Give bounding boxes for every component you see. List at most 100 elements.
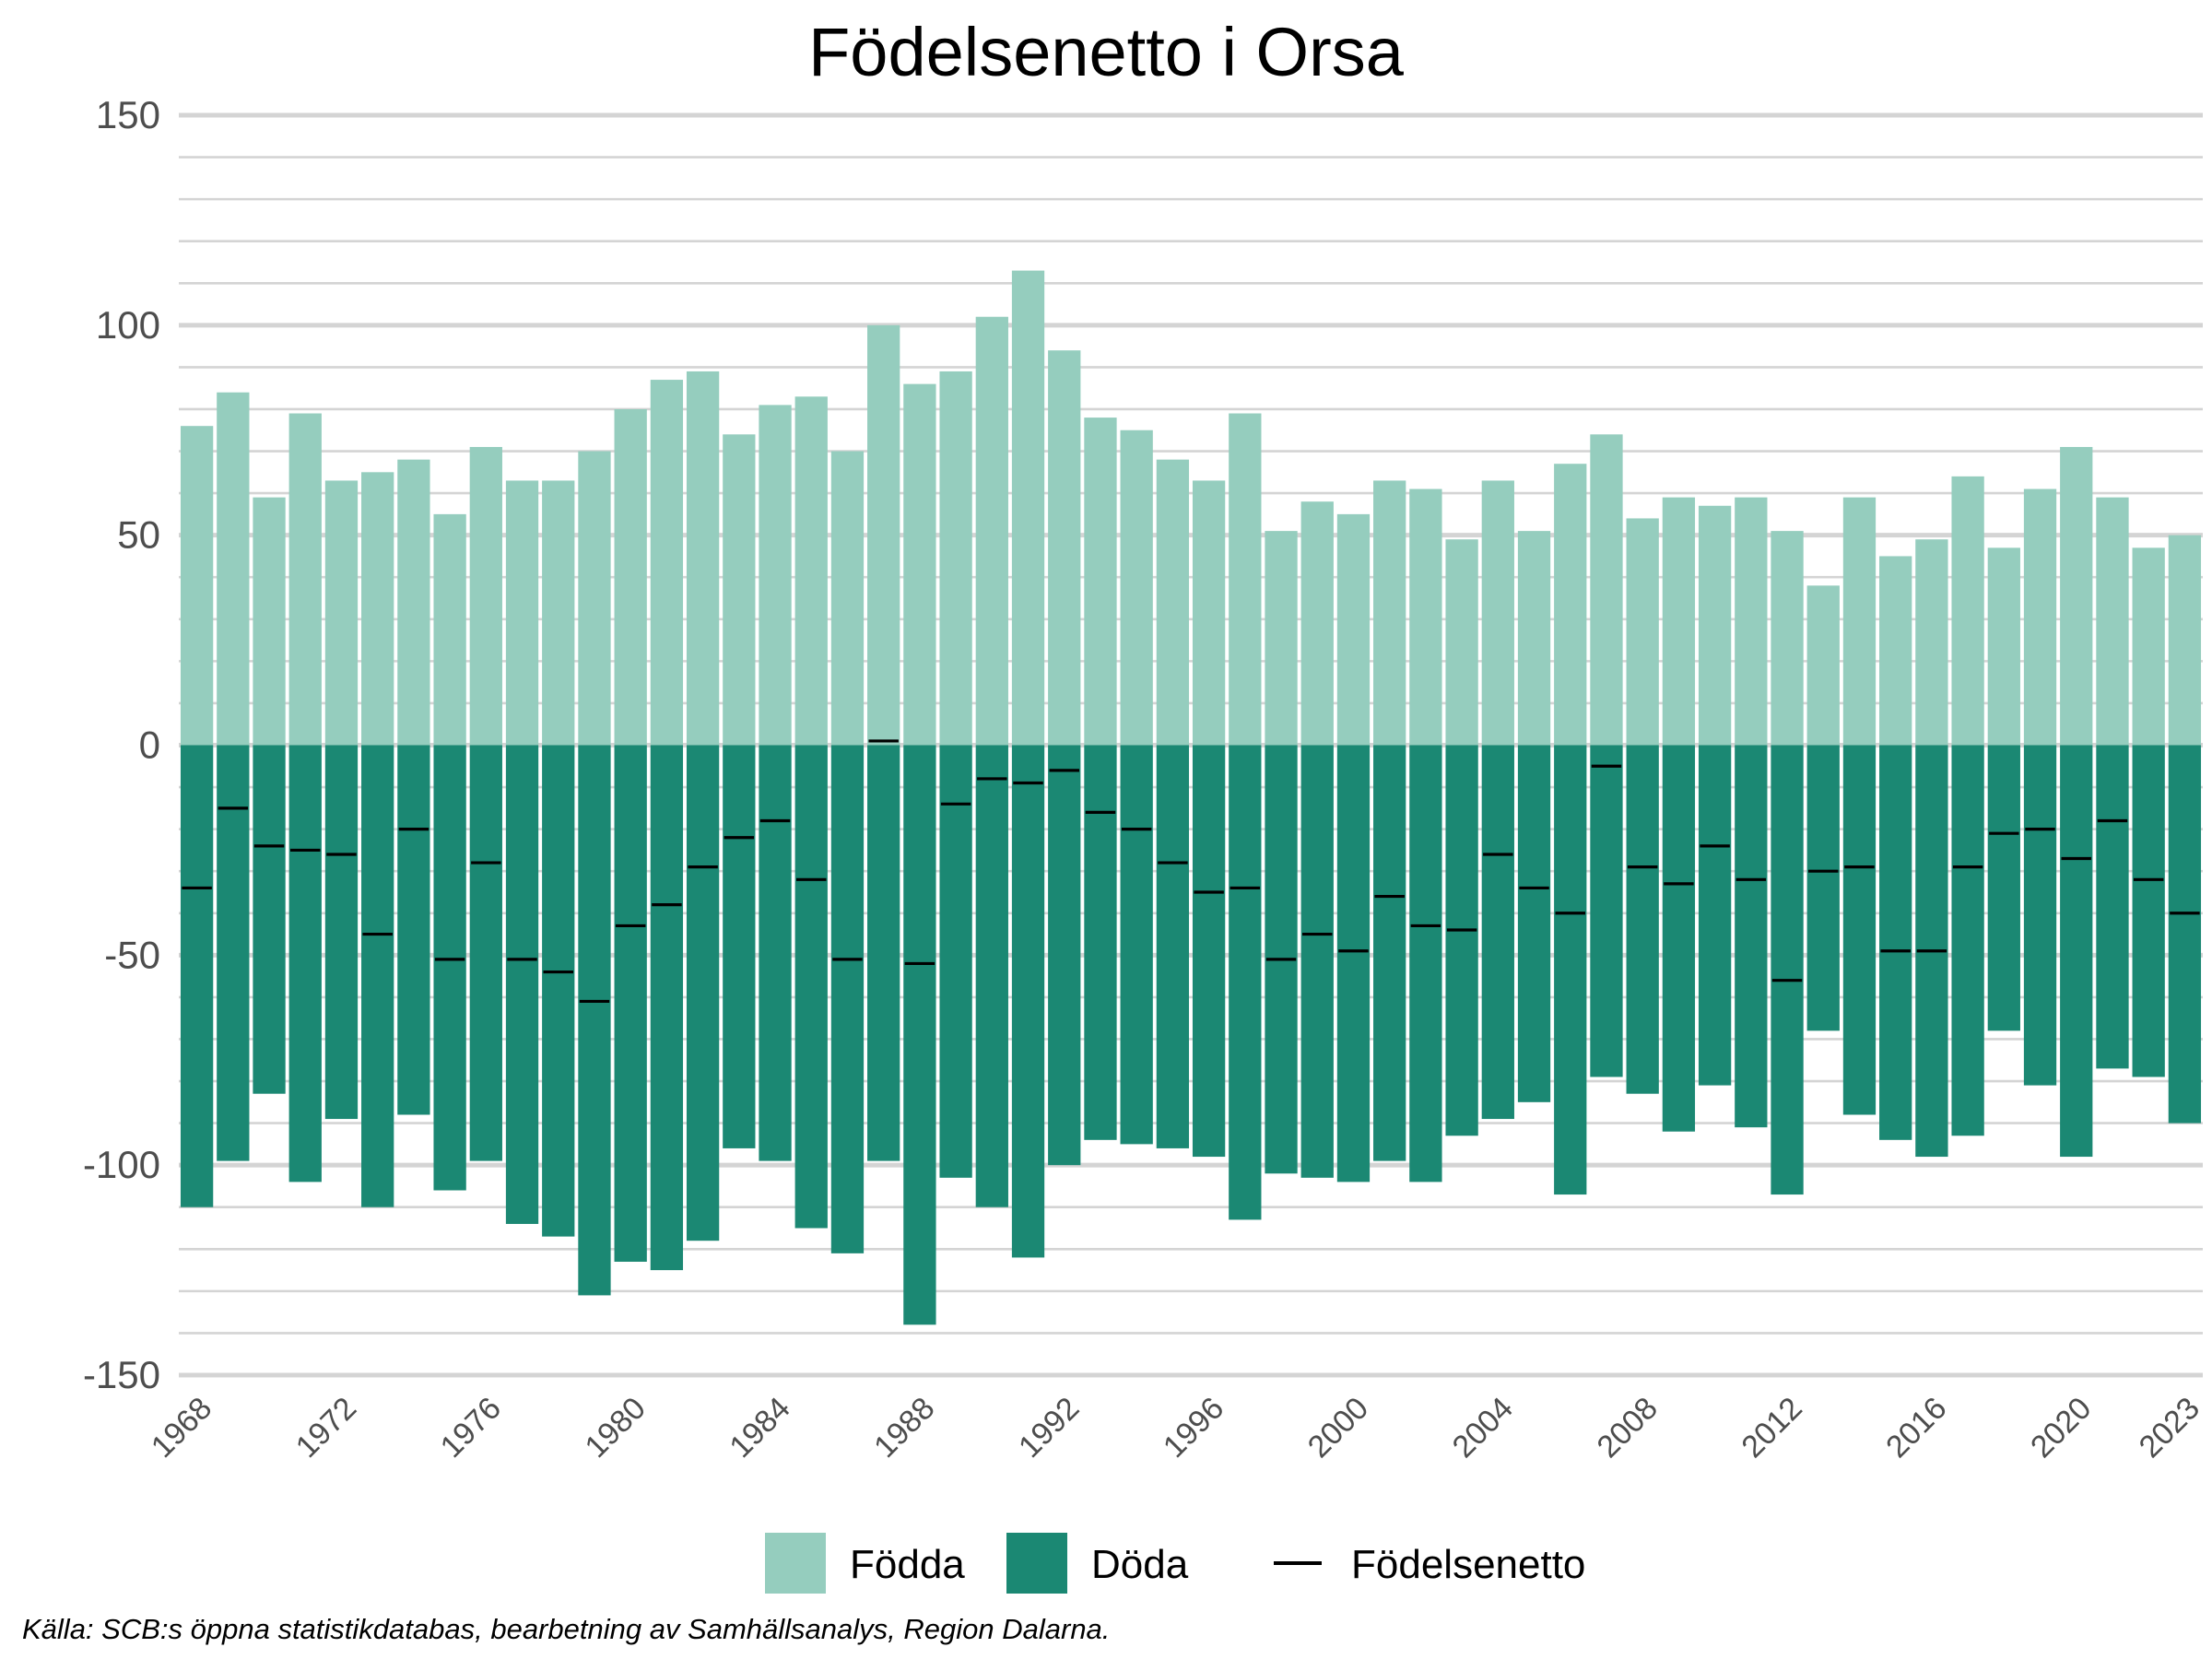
bar-fodda [686,371,720,746]
bar-fodda [1626,518,1659,746]
bar-doda [867,745,900,1161]
bar-fodda [433,513,466,746]
bar-doda [1120,745,1153,1145]
y-tick-label: 50 [117,513,160,557]
bar-doda [253,745,286,1094]
bar-doda [723,745,756,1148]
legend-swatch-doda [1006,1533,1067,1594]
bar-doda [1626,745,1659,1094]
bar-doda [830,745,865,1253]
bar-fodda [2132,547,2165,746]
x-tick-label: 1980 [579,1391,653,1465]
bar-fodda [217,392,250,746]
bar-fodda [1336,513,1371,746]
bar-fodda [830,451,865,746]
bar-doda [1229,745,1262,1220]
bar-fodda [1192,480,1226,746]
bar-fodda [1662,497,1696,746]
bar-doda [759,745,792,1161]
y-tick-label: -100 [83,1143,160,1186]
x-tick-label: 1976 [434,1391,508,1465]
bar-doda [1735,745,1768,1128]
bar-doda [1192,745,1226,1158]
bar-doda [794,745,828,1229]
x-tick-label: 2004 [1446,1391,1520,1465]
x-tick-label: 2023 [2133,1391,2206,1465]
bar-doda [1481,745,1514,1120]
bar-fodda [1735,497,1768,746]
bar-fodda [1842,497,1877,746]
x-tick-label: 2008 [1591,1391,1665,1465]
bar-doda [939,745,972,1178]
x-tick-label: 1968 [145,1391,218,1465]
bar-doda [1445,745,1478,1136]
bar-doda [975,745,1008,1207]
bar-fodda [2023,488,2057,746]
bar-doda [2096,745,2129,1069]
bar-fodda [1987,547,2020,746]
bar-fodda [2096,497,2129,746]
caption: Källa: SCB:s öppna statistikdatabas, bea… [22,1613,1110,1645]
bar-fodda [759,405,792,746]
bar-fodda [1879,556,1912,746]
bar-doda [469,745,502,1161]
bar-doda [397,745,430,1115]
bar-fodda [361,472,394,746]
bar-doda [180,745,214,1207]
bar-fodda [614,408,647,746]
bar-doda [1084,745,1117,1140]
x-tick-label: 2012 [1735,1391,1808,1465]
bar-doda [2023,745,2057,1086]
bar-doda [1842,745,1877,1115]
bar-doda [1048,745,1081,1166]
bar-fodda [1300,501,1334,746]
bar-fodda [324,480,359,746]
bar-doda [542,745,575,1237]
y-tick-label: -50 [104,933,160,976]
legend-swatch-fodda [765,1533,826,1594]
legend-label-fodelsenetto: Födelsenetto [1351,1542,1585,1587]
y-tick-label: 150 [96,93,160,136]
bar-fodda [1409,488,1442,746]
bar-fodda [1011,270,1045,746]
bar-doda [288,745,322,1182]
bar-doda [505,745,539,1224]
bar-doda [1156,745,1190,1148]
x-axis: 1968 1972 1976 1980 1984 1988 1992 1996 2000 2004… [145,1391,2206,1465]
bar-fodda [180,426,214,746]
bar-fodda [542,480,575,746]
bar-doda [1951,745,1984,1136]
bar-fodda [1951,476,1984,746]
bar-doda [903,745,936,1325]
bar-doda [1590,745,1623,1077]
bar-doda [2168,745,2202,1124]
bar-doda [217,745,250,1161]
net-marks [182,739,2200,1004]
bar-doda [1806,745,1840,1031]
bar-fodda [650,380,684,746]
x-tick-label: 1984 [723,1391,796,1465]
bar-doda [1011,745,1045,1258]
bar-fodda [1445,539,1478,746]
y-tick-label: 100 [96,303,160,347]
bar-fodda [1120,429,1153,746]
y-axis: -150 -100 -50 0 50 100 150 [83,93,160,1396]
bars [180,270,2202,1325]
bar-doda [361,745,394,1207]
bar-fodda [1517,531,1551,746]
bar-fodda [867,324,900,746]
legend: Födda Döda Födelsenetto [765,1533,1585,1594]
bar-doda [1554,745,1587,1195]
bar-fodda [397,459,430,746]
bar-doda [1771,745,1804,1195]
x-tick-label: 1992 [1012,1391,1086,1465]
bar-fodda [253,497,286,746]
bar-fodda [1373,480,1406,746]
x-tick-label: 1996 [1157,1391,1230,1465]
bar-doda [2060,745,2093,1158]
y-tick-label: 0 [139,724,160,767]
bar-doda [1662,745,1696,1132]
bar-fodda [903,383,936,746]
bar-fodda [975,316,1008,746]
bar-fodda [578,451,611,746]
